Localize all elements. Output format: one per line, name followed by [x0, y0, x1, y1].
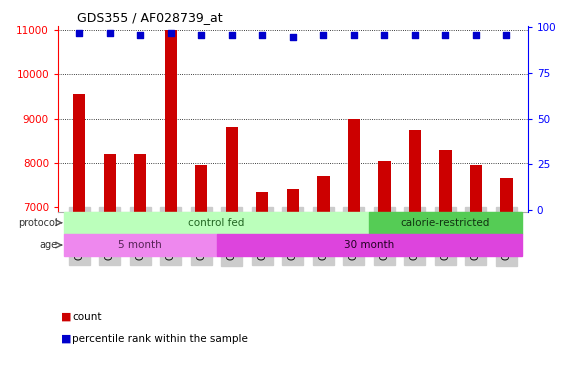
Text: ■: ■	[61, 333, 71, 344]
Point	[472, 32, 481, 38]
Bar	[287, 190, 299, 366]
Point	[197, 32, 206, 38]
Point	[105, 30, 114, 36]
Text: 5 month: 5 month	[118, 240, 162, 250]
Point	[136, 32, 145, 38]
Point	[410, 32, 419, 38]
Bar	[348, 119, 360, 366]
Text: count: count	[72, 311, 102, 322]
Point	[319, 32, 328, 38]
Text: 30 month: 30 month	[344, 240, 394, 250]
Bar	[217, 234, 521, 256]
Bar	[369, 212, 521, 234]
Point	[380, 32, 389, 38]
Bar	[501, 178, 513, 366]
Bar	[470, 165, 482, 366]
Text: control fed: control fed	[188, 218, 245, 228]
Point	[441, 32, 450, 38]
Point	[349, 32, 358, 38]
Bar	[73, 94, 85, 366]
Bar	[317, 176, 329, 366]
Point	[166, 30, 176, 36]
Point	[258, 32, 267, 38]
Bar	[165, 30, 177, 366]
Text: percentile rank within the sample: percentile rank within the sample	[72, 333, 248, 344]
Bar	[134, 154, 147, 366]
Text: ■: ■	[61, 311, 71, 322]
Text: age: age	[40, 240, 58, 250]
Text: protocol: protocol	[19, 218, 58, 228]
Bar	[378, 161, 390, 366]
Point	[75, 30, 84, 36]
Bar	[104, 154, 116, 366]
Point	[288, 34, 298, 40]
Bar	[439, 150, 452, 366]
Text: calorie-restricted: calorie-restricted	[401, 218, 490, 228]
Bar	[256, 192, 269, 366]
Point	[227, 32, 237, 38]
Bar	[64, 234, 217, 256]
Bar	[409, 130, 421, 366]
Point	[502, 32, 511, 38]
Text: GDS355 / AF028739_at: GDS355 / AF028739_at	[77, 11, 222, 25]
Bar	[226, 127, 238, 366]
Bar	[64, 212, 369, 234]
Bar	[195, 165, 208, 366]
